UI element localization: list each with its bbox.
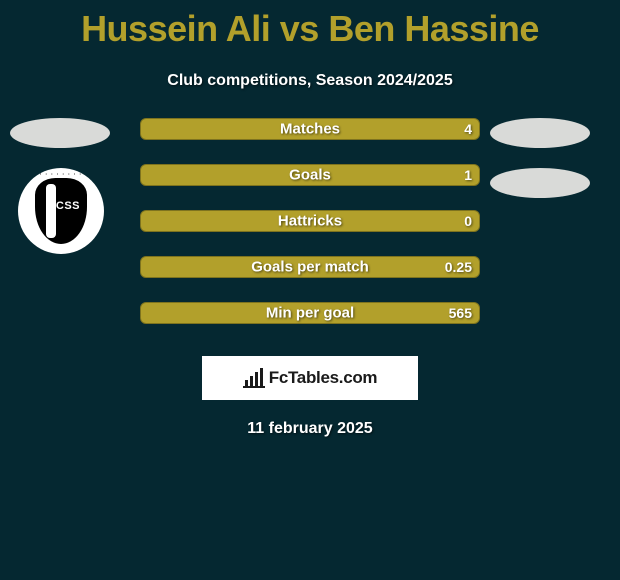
comparison-date: 11 february 2025 [0,420,620,438]
stat-right-value: 565 [449,305,472,321]
comparison-title: Hussein Ali vs Ben Hassine [0,0,620,50]
right-player-column [490,118,600,218]
stat-row: Matches 4 [140,118,480,140]
brand-box[interactable]: FcTables.com [202,356,418,400]
bar-chart-icon [243,368,265,388]
right-club-placeholder [490,168,590,198]
stats-area: · · · · · · · · CSS Matches 4 Goals 1 Ha… [0,118,620,338]
stat-row: Min per goal 565 [140,302,480,324]
stat-row: Goals 1 [140,164,480,186]
left-club-badge: · · · · · · · · CSS [18,168,104,254]
stat-label: Hattricks [278,213,342,230]
left-player-column: · · · · · · · · CSS [10,118,120,254]
stat-right-value: 4 [464,121,472,137]
stat-right-value: 0.25 [445,259,472,275]
stat-right-value: 0 [464,213,472,229]
left-player-avatar [10,118,110,148]
badge-shield: CSS [35,178,87,244]
stat-bars: Matches 4 Goals 1 Hattricks 0 Goals per … [140,118,480,348]
stat-label: Goals per match [251,259,369,276]
comparison-subtitle: Club competitions, Season 2024/2025 [0,72,620,90]
right-player-avatar [490,118,590,148]
stat-label: Matches [280,121,340,138]
brand-label: FcTables.com [269,368,378,388]
stat-row: Goals per match 0.25 [140,256,480,278]
badge-abbrev: CSS [56,200,80,212]
stat-label: Min per goal [266,305,354,322]
stat-row: Hattricks 0 [140,210,480,232]
stat-label: Goals [289,167,331,184]
stat-right-value: 1 [464,167,472,183]
badge-stripe [46,184,56,238]
